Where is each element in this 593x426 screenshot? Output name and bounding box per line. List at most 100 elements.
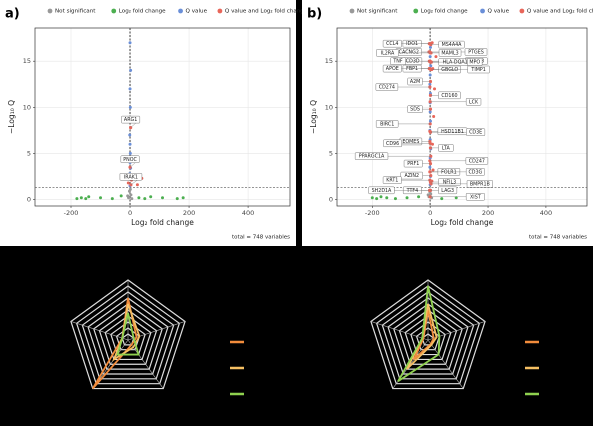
- label-box: [382, 176, 402, 184]
- annotation-label: CD3E: [469, 130, 482, 136]
- legend-marker: [217, 8, 223, 14]
- label-box: [121, 115, 141, 124]
- annotation-label: NFIL3: [443, 180, 457, 186]
- data-point: [379, 195, 383, 199]
- data-point: [149, 195, 153, 199]
- label-box: [120, 155, 140, 163]
- radar-spoke: [70, 321, 129, 341]
- annotation-label: FBP1: [406, 66, 418, 72]
- radar-ring: [415, 327, 441, 351]
- y-axis-label: −Log₁₀ Q: [7, 100, 16, 134]
- label-box: [390, 57, 406, 65]
- label-box: [467, 58, 483, 66]
- data-point: [432, 115, 436, 119]
- legend-label: Q value: [488, 9, 510, 15]
- data-point: [129, 68, 133, 72]
- annotation-label: IRAK1: [124, 174, 138, 180]
- radar-spoke: [370, 321, 429, 341]
- data-point: [126, 194, 130, 198]
- plot-area: [35, 28, 290, 206]
- radar-spoke: [92, 339, 129, 389]
- annotation-label: IDO1: [406, 41, 418, 47]
- label-box: [375, 83, 399, 91]
- annotation-label: A2M: [410, 79, 420, 85]
- radar-ring: [75, 285, 181, 385]
- y-tick-label: 0: [27, 196, 31, 204]
- label-box: [407, 105, 423, 113]
- y-tick-label: 15: [325, 57, 333, 65]
- legend-label: Not significant: [357, 9, 398, 15]
- data-point: [440, 197, 444, 201]
- radar-ring: [387, 297, 469, 375]
- data-point: [137, 196, 141, 200]
- annotation-label: PNOC: [123, 157, 137, 163]
- data-point: [428, 165, 432, 169]
- label-box: [354, 152, 389, 160]
- radar-series: [413, 309, 435, 361]
- radar-ring: [381, 291, 475, 380]
- y-axis-label: −Log₁₀ Q: [309, 100, 318, 134]
- data-point: [79, 196, 83, 200]
- label-box: [382, 64, 402, 73]
- radar-spoke: [127, 339, 164, 389]
- panel-title: b): [307, 7, 322, 22]
- annotation-label: AZIN2: [404, 173, 419, 179]
- annotations: ARG1 PNOC IRAK1: [119, 115, 143, 187]
- radar-ring: [410, 321, 446, 356]
- legend-marker: [47, 8, 53, 14]
- radar-series: [116, 312, 140, 356]
- label-box: [376, 49, 399, 57]
- radar-ring: [375, 285, 481, 385]
- label-box: [375, 120, 399, 128]
- radar-spoke: [427, 339, 464, 389]
- data-point: [428, 119, 432, 123]
- label-box: [382, 39, 402, 48]
- data-point: [87, 195, 91, 199]
- annotation-label: KRT1: [386, 178, 398, 184]
- label-box: [368, 186, 395, 195]
- annotations: IDO1CCL4MS4A4APTGESCACNG2IL2RAMAML3CCL18…: [354, 39, 493, 201]
- annotation-label: SH2D1A: [372, 188, 392, 194]
- data-point: [130, 197, 134, 201]
- x-tick-label: 0: [428, 209, 432, 217]
- y-tick-label: 15: [23, 57, 31, 65]
- annotation-label: XIST: [470, 194, 481, 200]
- label-box: [119, 173, 143, 181]
- annotation-label: PRF1: [407, 161, 419, 167]
- data-point: [428, 110, 432, 114]
- label-box: [438, 40, 465, 49]
- annotation-label: TIMP1: [470, 67, 485, 73]
- annotation-label: LCK: [469, 99, 479, 105]
- label-box: [438, 144, 454, 152]
- annotation-label: MPO: [469, 60, 480, 66]
- y-tick-label: 10: [23, 103, 31, 111]
- data-point: [110, 197, 114, 201]
- annotation-label: CD274: [379, 85, 395, 91]
- label-box: [465, 157, 489, 165]
- legend-label: Log₂ fold change: [421, 9, 468, 15]
- radar-ring: [87, 297, 169, 375]
- label-box: [438, 91, 461, 100]
- annotation-label: LAG3: [441, 188, 454, 194]
- annotation-label: CACNG2: [399, 49, 419, 55]
- data-point: [428, 55, 432, 59]
- data-point: [175, 197, 179, 201]
- data-point: [429, 64, 433, 68]
- label-box: [466, 180, 493, 188]
- data-point: [428, 73, 432, 77]
- y-tick-label: 10: [325, 103, 333, 111]
- legend-marker: [349, 8, 355, 14]
- data-point: [119, 194, 123, 198]
- annotation-label: PTGES: [468, 49, 484, 55]
- data-point: [128, 133, 132, 137]
- x-tick-label: -200: [365, 209, 380, 217]
- label-box: [465, 98, 482, 106]
- data-point: [433, 87, 437, 91]
- annotation-label: PPARGC1A: [359, 154, 385, 160]
- data-point: [129, 193, 133, 197]
- y-tick-label: 5: [27, 149, 31, 157]
- data-point: [126, 181, 130, 185]
- data-point: [75, 197, 79, 201]
- radar-ring: [404, 315, 452, 361]
- annotation-label: TTF4: [406, 188, 419, 194]
